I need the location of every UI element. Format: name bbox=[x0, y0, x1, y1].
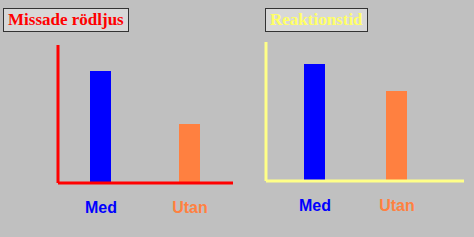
svg-text:Med: Med bbox=[299, 197, 331, 214]
html-text:Reaktionstid: Reaktionstid bbox=[270, 10, 363, 29]
svg-text:Utan: Utan bbox=[379, 197, 415, 214]
svg-text:Med: Med bbox=[85, 199, 117, 216]
svg-text:Utan: Utan bbox=[172, 199, 208, 216]
html-text:Missade rödljus: Missade rödljus bbox=[8, 10, 124, 29]
